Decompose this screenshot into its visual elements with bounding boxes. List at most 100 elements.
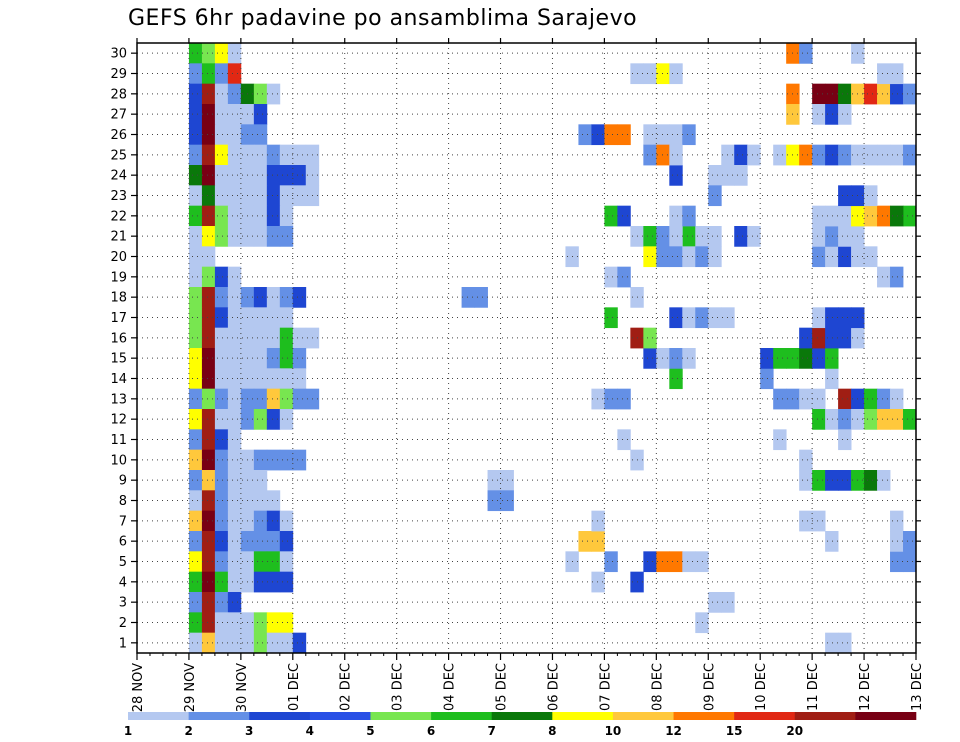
heatmap-cell — [227, 470, 242, 491]
heatmap-cell — [903, 205, 917, 227]
heatmap-cell — [604, 551, 618, 573]
heatmap-cell — [201, 205, 216, 227]
y-tick-label: 13 — [110, 392, 127, 407]
heatmap-cell — [227, 632, 242, 654]
y-tick-label: 22 — [110, 209, 127, 224]
y-tick-label: 8 — [119, 494, 127, 509]
heatmap-cell — [279, 205, 294, 227]
heatmap-cell — [838, 327, 852, 349]
heatmap-cell — [201, 612, 216, 634]
heatmap-cell — [812, 144, 826, 166]
heatmap-cell — [227, 307, 242, 329]
heatmap-cell — [838, 104, 852, 125]
heatmap-cell — [708, 592, 722, 613]
heatmap-cell — [864, 205, 878, 227]
heatmap-cell — [578, 124, 592, 146]
heatmap-cell — [604, 266, 618, 288]
heatmap-cell — [695, 551, 709, 573]
heatmap-cell — [201, 226, 216, 247]
heatmap-cell — [838, 185, 852, 207]
colorbar: 1 2 3 4 5 6 7 8 10 12 15 20 — [124, 712, 917, 738]
heatmap-cell — [708, 165, 722, 186]
heatmap-cell — [214, 124, 229, 146]
heatmap-cell — [656, 63, 670, 85]
heatmap-cell — [266, 327, 281, 349]
gridlines — [137, 43, 916, 653]
heatmap-cell — [643, 551, 657, 573]
heatmap-cell — [825, 327, 839, 349]
y-tick-label: 5 — [119, 555, 127, 570]
heatmap-cell — [877, 388, 891, 410]
heatmap-cell — [799, 510, 813, 532]
heatmap-cell — [773, 144, 787, 166]
heatmap-cell — [227, 327, 242, 349]
heatmap-cell — [214, 165, 229, 186]
heatmap-cell — [188, 144, 203, 166]
y-tick-label: 17 — [110, 311, 127, 326]
y-tick-label: 20 — [110, 250, 127, 265]
y-tick-label: 21 — [110, 230, 127, 245]
heatmap-cell — [188, 205, 203, 227]
heatmap-cell — [201, 490, 216, 512]
heatmap-cell — [864, 388, 878, 410]
heatmap-cell — [643, 246, 657, 268]
heatmap-cell — [292, 185, 307, 207]
heatmap-cell — [656, 551, 670, 573]
heatmap-cell — [682, 226, 696, 247]
heatmap-cell — [214, 571, 229, 593]
heatmap-cell — [266, 490, 281, 512]
heatmap-cell — [201, 144, 216, 166]
heatmap-cell — [617, 124, 631, 146]
heatmap-cell — [825, 226, 839, 247]
heatmap-cell — [825, 307, 839, 329]
colorbar-label: 8 — [548, 724, 556, 738]
heatmap-cell — [214, 226, 229, 247]
heatmap-cell — [214, 510, 229, 532]
heatmap-cell — [201, 368, 216, 390]
heatmap-cell — [279, 327, 294, 349]
heatmap-cell — [838, 226, 852, 247]
heatmap-cell — [266, 551, 281, 573]
colorbar-swatch — [855, 712, 917, 720]
heatmap-cell — [838, 246, 852, 268]
heatmap-cell — [214, 104, 229, 125]
heatmap-cell — [812, 307, 826, 329]
heatmap-cell — [214, 409, 229, 430]
heatmap-cell — [201, 307, 216, 329]
heatmap-cell — [227, 144, 242, 166]
heatmap-cell — [682, 246, 696, 268]
heatmap-cell — [682, 551, 696, 573]
heatmap-cell — [812, 104, 826, 125]
heatmap-cell — [604, 307, 618, 329]
heatmap-cell — [201, 266, 216, 288]
y-tick-label: 29 — [110, 67, 127, 82]
heatmap-cell — [890, 409, 904, 430]
heatmap-cell — [201, 165, 216, 186]
heatmap-cell — [253, 510, 268, 532]
heatmap-cell — [227, 429, 242, 451]
heatmap-cell — [227, 205, 242, 227]
heatmap-cell — [253, 490, 268, 512]
heatmap-cell — [214, 327, 229, 349]
heatmap-cell — [227, 124, 242, 146]
y-tick-label: 6 — [119, 535, 127, 550]
heatmap-cell — [279, 368, 294, 390]
colorbar-label: 2 — [184, 724, 192, 738]
heatmap-cell — [253, 226, 268, 247]
colorbar-label: 4 — [306, 724, 314, 738]
heatmap-cell — [890, 388, 904, 410]
heatmap-cell — [201, 43, 216, 64]
colorbar-swatch — [188, 712, 250, 720]
heatmap-cell — [591, 388, 605, 410]
heatmap-cell — [760, 368, 774, 390]
heatmap-cell — [838, 409, 852, 430]
x-tick-label: 04 DEC — [443, 663, 458, 711]
heatmap-cell — [682, 205, 696, 227]
heatmap-cell — [890, 510, 904, 532]
heatmap-cell — [227, 531, 242, 552]
heatmap-cell — [695, 246, 709, 268]
heatmap-cell — [292, 368, 307, 390]
heatmap-cell — [227, 266, 242, 288]
heatmap-cell — [279, 551, 294, 573]
